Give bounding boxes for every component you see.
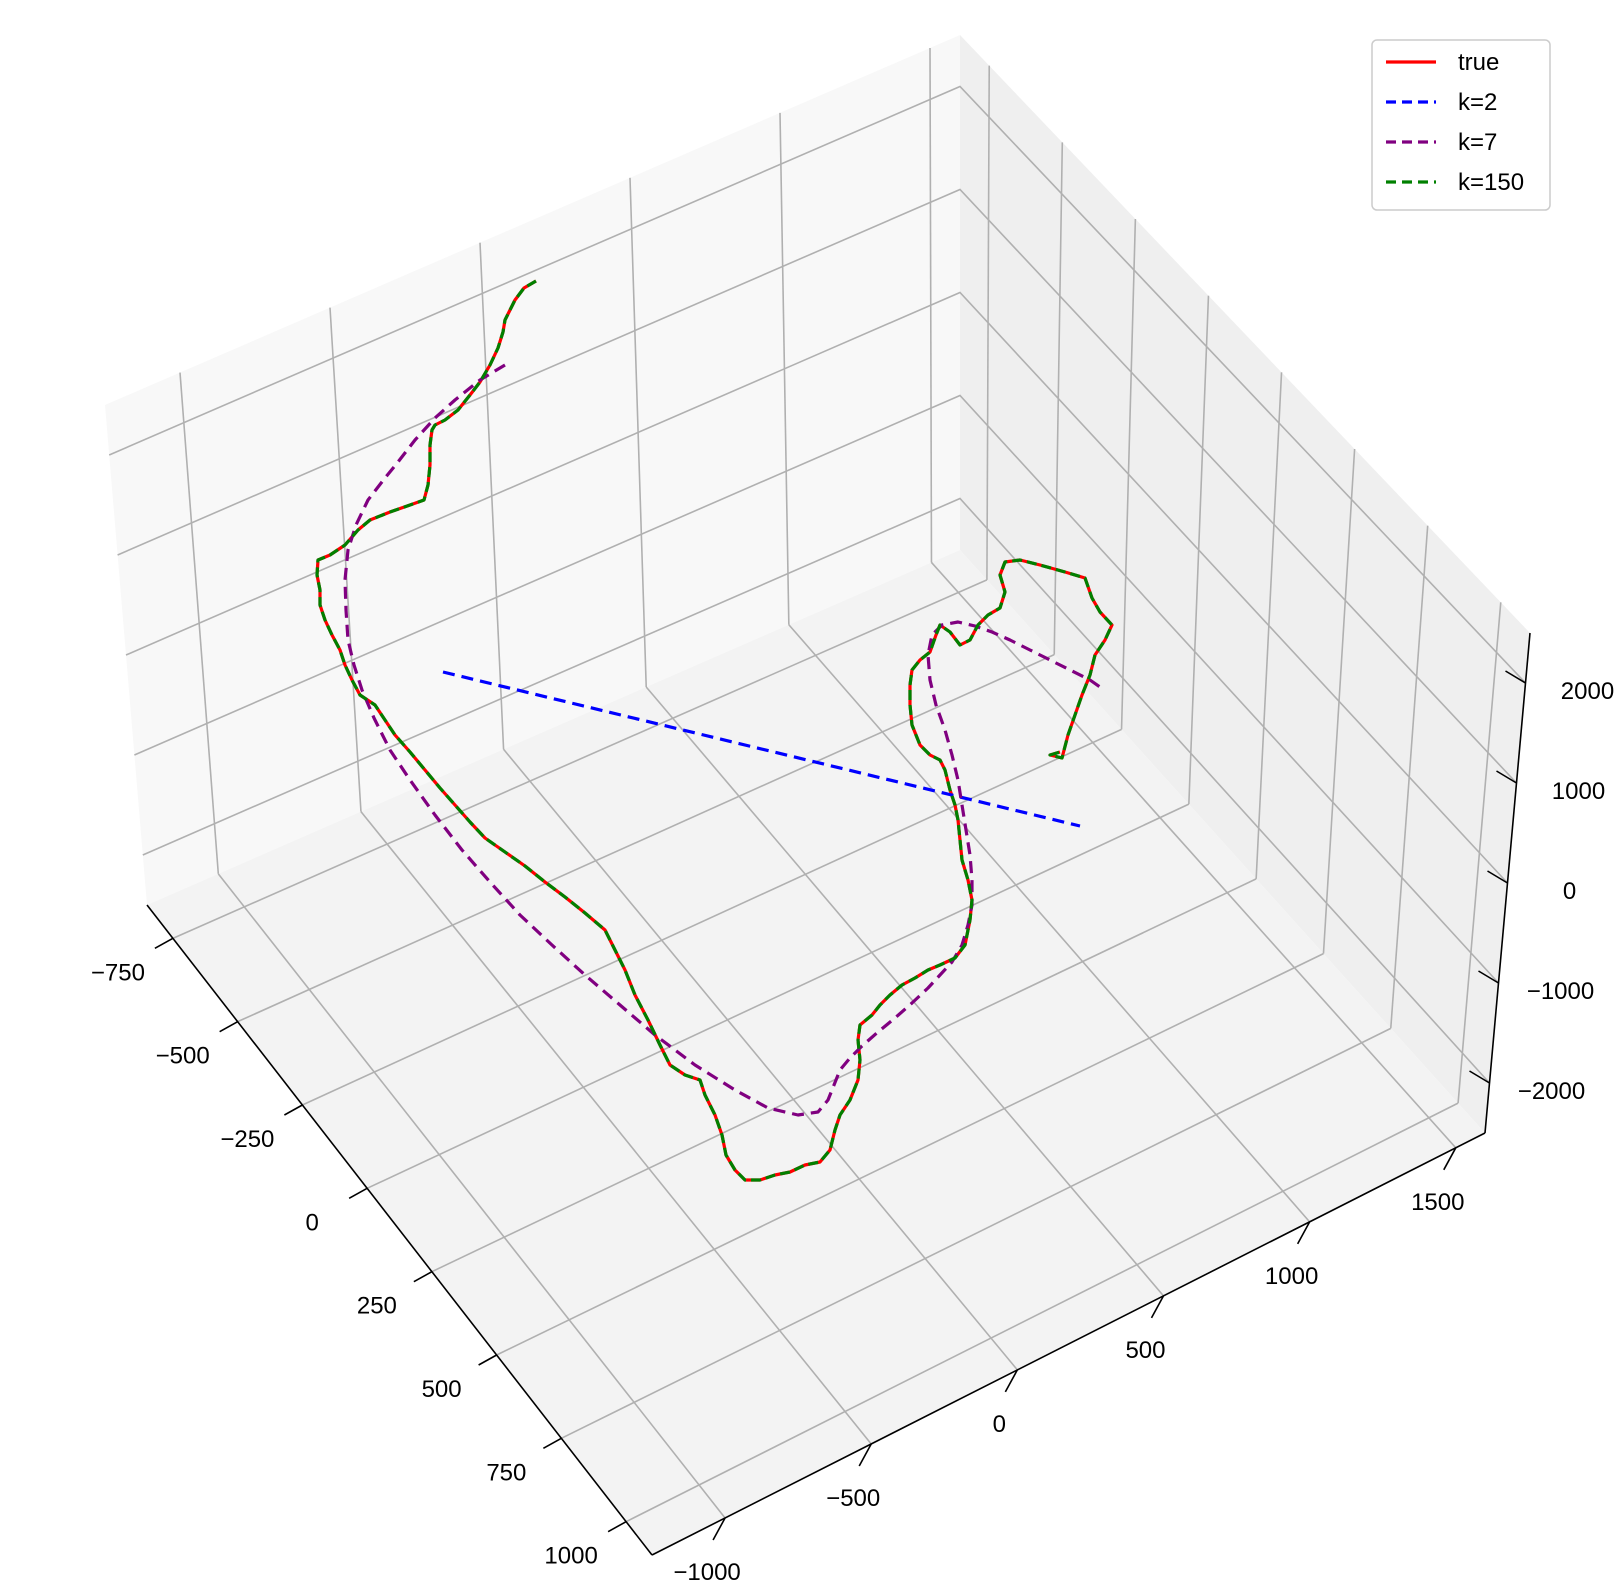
z-tick-label: 1000	[1552, 778, 1605, 805]
legend-items: true k=2 k=7 k=150	[1386, 49, 1524, 196]
x-tick-mark	[542, 1437, 562, 1450]
y-tick-label: 1500	[1411, 1189, 1464, 1216]
right-pane	[960, 35, 1530, 1133]
x-tick-label: −750	[91, 959, 145, 986]
legend-frame	[1371, 39, 1551, 211]
floor-gridline-x	[302, 728, 1122, 1106]
x-axis-line	[146, 904, 653, 1556]
x-tick-mark	[219, 1020, 239, 1033]
wall-gridline-z	[134, 394, 1500, 984]
floor-gridline-x	[172, 579, 988, 940]
floor-gridline-x	[237, 653, 1055, 1023]
y-axis-line	[651, 1132, 1486, 1556]
y-tick-label: 500	[1125, 1337, 1165, 1364]
floor-gridline-y	[645, 686, 1165, 1297]
x-tick-mark	[283, 1104, 303, 1116]
y-tick-mark	[1296, 1221, 1311, 1245]
legend-label: k=150	[1458, 169, 1524, 196]
z-tick-mark	[1478, 970, 1499, 984]
floor-gridline-y	[788, 624, 1311, 1223]
floor-gridline-y	[930, 561, 1457, 1149]
z-tick-mark	[1487, 870, 1508, 884]
x-tick-label: 1000	[544, 1543, 597, 1570]
floor-gridline-x	[496, 952, 1324, 1356]
wall-gridline-z	[142, 497, 1491, 1084]
left-pane	[105, 35, 960, 905]
floor-gridline-x	[366, 803, 1190, 1190]
z-axis-line	[1484, 632, 1531, 1134]
y-tick-mark	[1150, 1295, 1165, 1319]
wall-gridline-z	[117, 188, 1518, 784]
z-tick-label: 2000	[1561, 678, 1614, 705]
z-tick-mark	[1496, 770, 1517, 784]
axis-lines	[146, 632, 1531, 1556]
x-tick-mark	[607, 1520, 627, 1533]
floor-gridline-x	[431, 878, 1257, 1273]
y-tick-mark	[1443, 1147, 1457, 1171]
legend: true k=2 k=7 k=150	[1371, 39, 1551, 211]
floor-gridline-y	[217, 873, 726, 1519]
series-line-k2	[442, 670, 1081, 828]
x-tick-label: 500	[422, 1376, 462, 1403]
y-tick-label: −1000	[673, 1559, 740, 1586]
floor-gridline-y	[502, 748, 1018, 1371]
series-line-k150	[315, 279, 1114, 1182]
series-line-k7	[343, 363, 1101, 1117]
legend-label: true	[1458, 49, 1499, 76]
x-tick-mark	[348, 1187, 368, 1200]
series-layer	[315, 279, 1114, 1182]
x-tick-label: −500	[156, 1043, 210, 1070]
y-tick-label: 1000	[1265, 1263, 1318, 1290]
z-tick-label: 0	[1563, 878, 1576, 905]
legend-label: k=7	[1458, 129, 1497, 156]
floor-gridline-x	[625, 1102, 1459, 1523]
tick-labels: −750 −500 −250 0 250 500 750 1000 −1000 −500 0 500 1…	[91, 678, 1614, 1586]
z-tick-mark	[1505, 670, 1526, 684]
floor-gridline-y	[360, 811, 872, 1445]
y-tick-mark	[712, 1517, 726, 1541]
x-tick-label: 250	[357, 1293, 397, 1320]
x-tick-mark	[413, 1270, 433, 1283]
wall-gridline-z	[125, 291, 1509, 884]
z-tick-label: −1000	[1527, 978, 1594, 1005]
wall-gridline-z	[108, 85, 1527, 684]
z-tick-mark	[1469, 1070, 1490, 1084]
z-tick-label: −2000	[1518, 1078, 1585, 1105]
y-tick-mark	[858, 1443, 872, 1467]
x-tick-mark	[154, 937, 174, 950]
y-tick-mark	[1004, 1369, 1019, 1393]
legend-label: k=2	[1458, 89, 1497, 116]
x-tick-label: 0	[305, 1209, 318, 1236]
floor-gridline-x	[561, 1027, 1392, 1440]
floor-pane	[147, 550, 1485, 1555]
x-tick-mark	[478, 1354, 498, 1366]
y-tick-label: −500	[826, 1485, 880, 1512]
x-tick-label: −250	[220, 1126, 274, 1153]
y-tick-label: 0	[993, 1411, 1006, 1438]
x-tick-label: 750	[486, 1459, 526, 1486]
